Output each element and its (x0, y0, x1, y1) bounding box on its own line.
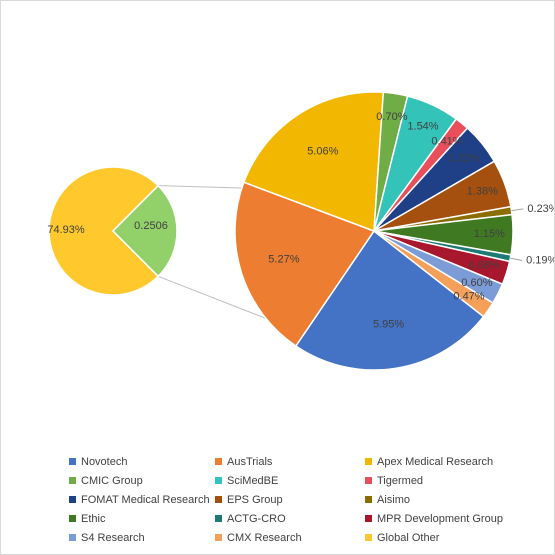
pie-label-fomat-medical-research: 1.22% (448, 152, 479, 164)
legend-label: Apex Medical Research (377, 455, 494, 468)
pie-slice-apex-medical-research (242, 91, 385, 233)
pie-label-novotech: 5.95% (373, 318, 404, 330)
legend-item-scimedbe: SciMedBE (215, 472, 365, 489)
legend-label: Global Other (377, 531, 440, 544)
legend-item-austrials: AusTrials (215, 453, 365, 470)
legend-item-tigermed: Tigermed (365, 472, 515, 489)
legend-swatch (215, 496, 222, 503)
legend-swatch (215, 477, 222, 484)
legend-label: FOMAT Medical Research (81, 493, 210, 506)
pie-label-actg-cro: 0.19% (526, 254, 554, 266)
pie-slice-cmx-research (373, 230, 494, 318)
pie-label-s4-research: 0.60% (461, 277, 492, 289)
legend-item-cmx-research: CMX Research (215, 529, 365, 546)
legend-swatch (69, 534, 76, 541)
legend-label: CMX Research (227, 531, 302, 544)
legend-label: Aisimo (377, 493, 411, 506)
legend-swatch (69, 458, 76, 465)
legend-item-actg-cro: ACTG-CRO (215, 510, 365, 527)
legend-swatch (365, 515, 372, 522)
legend-label: SciMedBE (227, 474, 279, 487)
pie-label-global-other: 74.93% (47, 224, 85, 236)
pie-label-secondary-group: 0.2506 (134, 220, 168, 232)
legend-item-cmic-group: CMIC Group (69, 472, 215, 489)
pie-slice-global-other (48, 166, 160, 296)
legend-swatch (365, 534, 372, 541)
pie-slice-austrials (234, 181, 376, 348)
leader-line-actg-cro (510, 257, 523, 262)
pie-label-eps-group: 1.38% (467, 185, 498, 197)
pie-label-scimedbe: 1.54% (407, 121, 438, 133)
pie-label-austrials: 5.27% (268, 254, 299, 266)
connector-line-bottom (157, 275, 267, 319)
legend-item-eps-group: EPS Group (215, 491, 365, 508)
pie-slice-secondary-group (111, 184, 178, 278)
pie-label-cmic-group: 0.70% (376, 111, 407, 123)
legend-item-ethic: Ethic (69, 510, 215, 527)
legend-item-s4-research: S4 Research (69, 529, 215, 546)
pie-label-aisimo: 0.23% (527, 203, 554, 215)
legend-label: AusTrials (227, 455, 273, 468)
pie-label-cmx-research: 0.47% (453, 290, 484, 302)
legend-label: S4 Research (81, 531, 145, 544)
legend-label: Ethic (81, 512, 106, 525)
legend-swatch (365, 496, 372, 503)
legend-label: EPS Group (227, 493, 283, 506)
pie-slice-novotech (294, 229, 485, 371)
legend-item-novotech: Novotech (69, 453, 215, 470)
legend-item-mpr-development-group: MPR Development Group (365, 510, 515, 527)
legend-swatch (215, 515, 222, 522)
legend-label: Tigermed (377, 474, 424, 487)
legend-swatch (69, 496, 76, 503)
legend-label: MPR Development Group (377, 512, 503, 525)
legend-swatch (365, 458, 372, 465)
legend-swatch (215, 458, 222, 465)
legend-item-apex-medical-research: Apex Medical Research (365, 453, 515, 470)
legend-label: ACTG-CRO (227, 512, 286, 525)
legend-item-aisimo: Aisimo (365, 491, 515, 508)
legend-swatch (69, 477, 76, 484)
legend-swatch (69, 515, 76, 522)
pie-label-mpr-development-group: 0.68% (468, 260, 499, 272)
legend-item-global-other: Global Other (365, 529, 515, 546)
pie-label-apex-medical-research: 5.06% (307, 146, 338, 158)
legend-label: CMIC Group (81, 474, 143, 487)
connector-line-top (158, 185, 242, 189)
legend-swatch (215, 534, 222, 541)
chart-legend: Novotech AusTrials Apex Medical Research CM… (69, 453, 539, 546)
pie-label-ethic: 1.15% (474, 228, 505, 240)
legend-item-fomat-medical-research: FOMAT Medical Research (69, 491, 215, 508)
leader-line-aisimo (511, 208, 524, 212)
legend-swatch (365, 477, 372, 484)
legend-label: Novotech (81, 455, 128, 468)
pie-label-tigermed: 0.41% (431, 136, 462, 148)
